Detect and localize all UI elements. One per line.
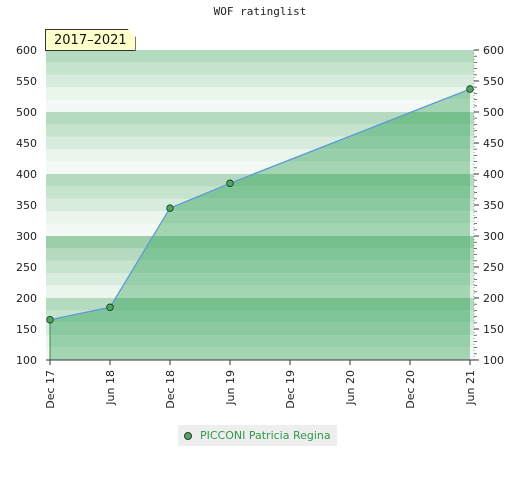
y-tick-label-right: 350 xyxy=(483,199,504,212)
y-tick-label-right: 550 xyxy=(483,75,504,88)
y-tick-label-right: 100 xyxy=(483,354,504,367)
y-tick-label-left: 400 xyxy=(16,168,37,181)
data-point-jun-21 xyxy=(466,85,474,93)
x-tick-label: Jun 20 xyxy=(344,370,357,406)
y-tick-label-right: 500 xyxy=(483,106,504,119)
y-tick-label-left: 550 xyxy=(16,75,37,88)
x-tick-label: Dec 17 xyxy=(44,370,57,409)
legend-label: PICCONI Patricia Regina xyxy=(200,429,331,442)
background-band xyxy=(46,74,474,88)
x-tick-label: Jun 21 xyxy=(464,370,477,406)
data-point-dec-18 xyxy=(166,204,174,212)
area-band xyxy=(50,310,470,323)
x-tick-label: Dec 19 xyxy=(284,370,297,409)
y-tick-label-left: 300 xyxy=(16,230,37,243)
y-tick-label-left: 200 xyxy=(16,292,37,305)
area-band xyxy=(50,285,470,298)
y-tick-label-right: 200 xyxy=(483,292,504,305)
legend-marker-icon xyxy=(184,431,192,440)
x-tick-label: Jun 18 xyxy=(104,370,117,406)
data-point-dec-17 xyxy=(46,315,54,324)
y-tick-label-left: 600 xyxy=(16,44,37,57)
y-tick-label-left: 100 xyxy=(16,354,37,367)
x-tick-label: Jun 19 xyxy=(224,370,237,406)
background-band xyxy=(46,87,474,100)
background-band xyxy=(46,99,474,112)
y-tick-label-right: 150 xyxy=(483,323,504,336)
y-tick-label-left: 450 xyxy=(16,137,37,150)
legend[interactable]: PICCONI Patricia Regina xyxy=(178,425,337,446)
y-tick-label-right: 450 xyxy=(483,137,504,150)
area-band xyxy=(50,260,470,274)
y-tick-label-right: 300 xyxy=(483,230,504,243)
data-point-jun-18 xyxy=(106,303,114,312)
y-tick-label-left: 250 xyxy=(16,261,37,274)
area-band xyxy=(50,298,470,311)
y-tick-label-right: 600 xyxy=(483,44,504,57)
area-band xyxy=(50,236,470,249)
background-band xyxy=(46,112,474,125)
area-band xyxy=(50,248,470,261)
background-band xyxy=(46,62,474,75)
area-band xyxy=(50,347,470,360)
data-point-jun-19 xyxy=(226,179,234,188)
y-tick-label-right: 400 xyxy=(483,168,504,181)
y-tick-label-right: 250 xyxy=(483,261,504,274)
y-tick-label-left: 500 xyxy=(16,106,37,119)
background-band xyxy=(46,50,474,63)
x-tick-label: Dec 20 xyxy=(404,370,417,409)
period-badge: 2017–2021 xyxy=(45,29,136,51)
x-tick-label: Dec 18 xyxy=(164,370,177,409)
y-tick-label-left: 350 xyxy=(16,199,37,212)
area-band xyxy=(50,273,470,286)
area-band xyxy=(50,322,470,336)
area-band xyxy=(50,335,470,348)
y-tick-label-left: 150 xyxy=(16,323,37,336)
chart-title: WOF ratinglist xyxy=(213,5,307,18)
